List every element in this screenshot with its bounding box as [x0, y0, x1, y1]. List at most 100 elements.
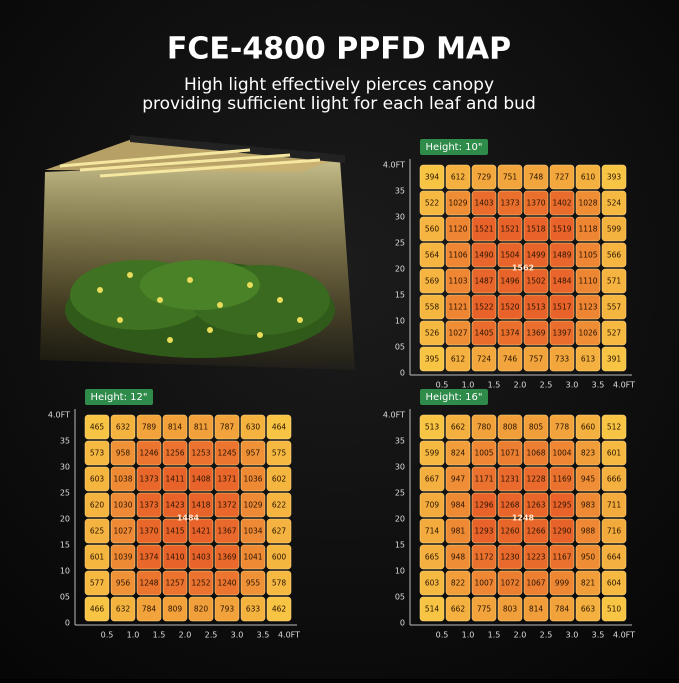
- cell-value: 1373: [139, 475, 158, 484]
- cell: [419, 440, 445, 466]
- x-tick-label: 2.5: [540, 381, 553, 390]
- cell-value: 1369: [217, 553, 236, 562]
- cell: [471, 414, 497, 440]
- y-tick-label: 05: [60, 593, 70, 602]
- cell-value: 1103: [448, 277, 467, 286]
- cell-value: 660: [581, 423, 596, 432]
- cell-value: 983: [581, 501, 596, 510]
- cell: [188, 544, 214, 570]
- subtitle: High light effectively pierces canopy: [184, 75, 494, 95]
- cell: [523, 164, 549, 190]
- cell-value: 1397: [552, 329, 571, 338]
- cell-value: 1519: [552, 225, 571, 234]
- cell: [497, 518, 523, 544]
- cell: [136, 440, 162, 466]
- cell-value: 575: [272, 449, 287, 458]
- cell-value: 603: [425, 579, 440, 588]
- x-tick-label: 4.0FT: [278, 631, 300, 640]
- cell: [497, 544, 523, 570]
- cell-value: 1030: [113, 501, 132, 510]
- cell: [523, 518, 549, 544]
- cell-value: 780: [477, 423, 492, 432]
- cell-value: 1005: [474, 449, 493, 458]
- cell-value: 787: [220, 423, 235, 432]
- cell-value: 789: [142, 423, 157, 432]
- cell: [110, 466, 136, 492]
- cell: [549, 294, 575, 320]
- cell-value: 1260: [500, 527, 519, 536]
- cell: [497, 570, 523, 596]
- cell: [214, 518, 240, 544]
- y-tick-label: 05: [395, 343, 405, 352]
- cell: [523, 440, 549, 466]
- cell-value: 1029: [448, 199, 467, 208]
- y-tick-label: 20: [395, 515, 405, 524]
- cell-value: 620: [90, 501, 105, 510]
- cell-value: 957: [246, 449, 261, 458]
- cell-value: 778: [555, 423, 570, 432]
- cell: [188, 492, 214, 518]
- cell: [471, 242, 497, 268]
- cell-value: 1296: [474, 501, 493, 510]
- cell: [471, 294, 497, 320]
- cell: [523, 596, 549, 622]
- cell-value: 1231: [500, 475, 519, 484]
- cell: [419, 492, 445, 518]
- cell: [188, 570, 214, 596]
- cell-value: 1490: [474, 251, 493, 260]
- cell-value: 524: [607, 199, 622, 208]
- y-tick-label: 35: [395, 437, 405, 446]
- y-tick-label: 25: [60, 489, 70, 498]
- cell-value: 1253: [191, 449, 210, 458]
- cell: [575, 492, 601, 518]
- cell: [136, 414, 162, 440]
- cell: [549, 440, 575, 466]
- cell-value: 1499: [526, 251, 545, 260]
- cell: [240, 492, 266, 518]
- cell-value: 1068: [526, 449, 545, 458]
- cell-value: 1038: [113, 475, 132, 484]
- cell-value: 1072: [500, 579, 519, 588]
- cell-value: 757: [529, 355, 544, 364]
- cell-value: 1039: [113, 553, 132, 562]
- height-label: Height: 10": [426, 142, 483, 153]
- cell: [445, 268, 471, 294]
- cell-value: 1029: [243, 501, 262, 510]
- cell: [445, 544, 471, 570]
- cell-value: 1248: [139, 579, 158, 588]
- cell-value: 1169: [552, 475, 571, 484]
- cell-value: 981: [451, 527, 466, 536]
- cell: [136, 570, 162, 596]
- cell: [523, 216, 549, 242]
- cell: [523, 268, 549, 294]
- cell-value: 393: [607, 173, 622, 182]
- cell: [214, 596, 240, 622]
- cell-value: 667: [425, 475, 440, 484]
- cell: [549, 320, 575, 346]
- cell: [471, 492, 497, 518]
- x-tick-label: 1.0: [462, 381, 475, 390]
- cell: [136, 596, 162, 622]
- cell-value: 1256: [165, 449, 184, 458]
- cell: [549, 492, 575, 518]
- cell-value: 955: [246, 579, 261, 588]
- cell: [497, 414, 523, 440]
- cell-value: 1517: [552, 303, 571, 312]
- cell-value: 1252: [191, 579, 210, 588]
- cell: [471, 440, 497, 466]
- cell-value: 814: [168, 423, 183, 432]
- cell: [214, 466, 240, 492]
- cell: [601, 570, 627, 596]
- y-tick-label: 0: [400, 369, 405, 378]
- y-tick-label: 30: [395, 213, 405, 222]
- cell: [601, 294, 627, 320]
- y-tick-label: 25: [395, 239, 405, 248]
- cell: [419, 544, 445, 570]
- cell: [445, 492, 471, 518]
- cell: [601, 492, 627, 518]
- cell: [266, 466, 292, 492]
- y-tick-label: 05: [395, 593, 405, 602]
- cell: [497, 294, 523, 320]
- cell-value: 564: [425, 251, 440, 260]
- subtitle: providing sufficient light for each leaf…: [142, 94, 536, 114]
